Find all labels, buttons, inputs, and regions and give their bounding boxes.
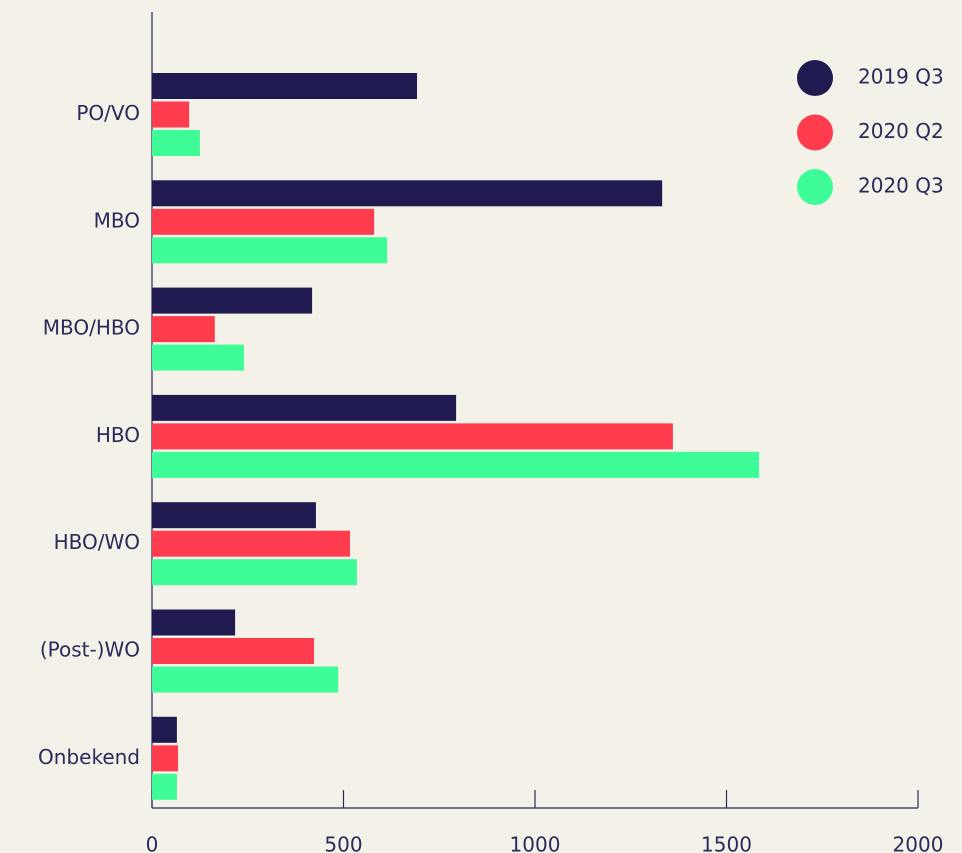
bar — [152, 530, 351, 557]
bar — [152, 716, 177, 743]
bar — [152, 316, 215, 343]
x-tick-label: 1500 — [701, 833, 752, 853]
bar — [152, 609, 236, 636]
bar — [152, 73, 418, 99]
x-tick-label: 0 — [146, 833, 159, 853]
legend-swatch — [797, 114, 833, 151]
y-tick-label: Onbekend — [38, 745, 140, 769]
bar — [152, 666, 339, 693]
y-tick-label: (Post-)WO — [40, 638, 140, 662]
y-tick-label: PO/VO — [76, 101, 140, 125]
legend-swatch — [797, 60, 833, 96]
bar — [152, 344, 244, 371]
bar — [152, 451, 760, 478]
x-tick-label: 2000 — [893, 833, 944, 853]
bar — [152, 773, 177, 800]
legend-swatch — [797, 169, 833, 205]
bar — [152, 130, 200, 156]
legend-label: 2020 Q2 — [858, 119, 944, 143]
bar — [152, 638, 315, 664]
bar — [152, 559, 357, 586]
bar — [152, 423, 673, 450]
y-tick-label: MBO/HBO — [43, 316, 140, 340]
bar — [152, 180, 663, 207]
x-tick-label: 1000 — [510, 833, 561, 853]
bar — [152, 101, 190, 128]
legend-label: 2020 Q3 — [858, 174, 944, 198]
bar — [152, 745, 179, 772]
bar — [152, 208, 375, 235]
bar — [152, 502, 316, 529]
y-tick-label: MBO — [94, 208, 140, 232]
y-tick-label: HBO/WO — [54, 530, 140, 554]
bar — [152, 287, 313, 314]
legend-label: 2019 Q3 — [858, 65, 944, 89]
y-tick-label: HBO — [96, 423, 140, 447]
x-tick-label: 500 — [324, 833, 362, 853]
bar — [152, 237, 388, 264]
bar — [152, 394, 457, 421]
